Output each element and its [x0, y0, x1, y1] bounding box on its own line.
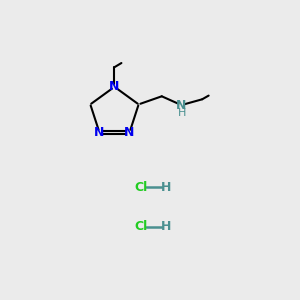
Text: N: N: [124, 126, 135, 139]
Text: N: N: [94, 126, 105, 139]
Text: H: H: [161, 181, 172, 194]
Text: N: N: [109, 80, 120, 93]
Text: Cl: Cl: [134, 220, 148, 233]
Text: H: H: [178, 108, 186, 118]
Text: Cl: Cl: [134, 181, 148, 194]
Text: H: H: [161, 220, 172, 233]
Text: N: N: [176, 99, 187, 112]
